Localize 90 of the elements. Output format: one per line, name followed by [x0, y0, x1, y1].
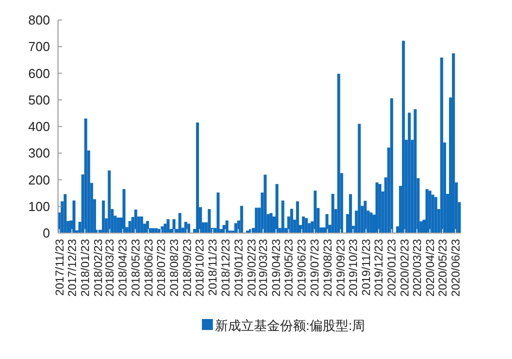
bar [196, 122, 199, 233]
x-tick-label: 2018/09/23 [182, 239, 194, 297]
y-tick-label: 100 [28, 198, 50, 214]
bar [172, 219, 176, 233]
x-tick-label: 2019/03/23 [258, 239, 270, 297]
bar [254, 208, 258, 233]
x-tick-label: 2020/04/23 [424, 239, 437, 297]
x-tick-label: 2018/12/23 [220, 239, 232, 297]
bar [408, 112, 411, 233]
x-tick-label: 2018/06/23 [143, 239, 156, 297]
x-tick-label: 2019/12/23 [374, 239, 386, 297]
x-tick-label: 2020/03/23 [412, 239, 424, 297]
bar [390, 98, 394, 233]
bar [364, 200, 367, 233]
bar [72, 200, 76, 233]
x-tick-label: 2017/11/23 [54, 239, 66, 296]
y-tick-label: 200 [28, 172, 50, 188]
x-tick-label: 2018/07/23 [156, 239, 168, 297]
y-tick-label: 400 [28, 119, 50, 134]
bar [275, 184, 278, 233]
bar [146, 221, 149, 233]
bar [128, 221, 132, 233]
bar [302, 216, 305, 233]
bar [349, 194, 352, 233]
bar [358, 124, 361, 233]
x-tick-label: 2020/06/23 [450, 239, 463, 297]
x-tick-label: 2019/10/23 [348, 239, 360, 297]
bar [240, 206, 244, 233]
y-tick-label: 600 [28, 66, 50, 81]
bar [331, 194, 334, 233]
bar [402, 40, 405, 233]
x-tick-label: 2018/11/23 [208, 239, 220, 296]
y-tick-label: 0 [42, 226, 50, 240]
bar [325, 214, 328, 233]
bar [296, 201, 299, 233]
bar [116, 218, 120, 233]
bar [122, 189, 126, 233]
bar [428, 190, 432, 233]
x-tick-label: 2018/10/23 [194, 239, 207, 297]
x-tick-label: 2019/05/23 [284, 239, 296, 297]
legend: 新成立基金份额:偏股型:周 [202, 318, 366, 333]
bar [140, 216, 144, 233]
bar [64, 194, 67, 233]
x-tick-label: 2018/03/23 [104, 239, 117, 297]
bar [290, 208, 294, 233]
bar [152, 228, 155, 233]
bar [154, 228, 158, 233]
x-tick-label: 2018/05/23 [130, 239, 142, 297]
bar [208, 209, 211, 233]
bar [314, 190, 317, 233]
bar [102, 200, 105, 233]
bar [264, 174, 267, 233]
y-tick-label: 800 [28, 12, 50, 28]
x-tick-label: 2019/08/23 [322, 239, 334, 297]
x-tick-label: 2018/04/23 [118, 239, 130, 297]
bar [434, 197, 438, 233]
bar [414, 109, 417, 233]
bar [425, 189, 428, 233]
bar [270, 213, 273, 233]
x-tick-label: 2019/06/23 [296, 239, 309, 297]
bar [187, 224, 190, 233]
x-tick-label: 2020/02/23 [400, 239, 412, 297]
bar [166, 219, 170, 233]
bar [440, 58, 444, 233]
x-tick-label: 2019/09/23 [335, 239, 348, 297]
bar [378, 184, 382, 233]
bar [216, 192, 220, 233]
x-tick-label: 2019/04/23 [271, 239, 284, 297]
bar [281, 200, 284, 233]
bar [225, 220, 228, 233]
bar [304, 218, 308, 233]
x-tick-label: 2019/01/23 [233, 239, 246, 297]
x-tick-label: 2020/05/23 [438, 239, 450, 297]
bar [337, 74, 340, 233]
x-tick-label: 2018/01/23 [80, 239, 92, 297]
bar [452, 53, 455, 233]
x-tick-label: 2019/07/23 [309, 239, 322, 297]
x-tick-label: 2019/02/23 [246, 239, 258, 297]
bar [375, 182, 378, 233]
y-tick-label: 300 [28, 146, 50, 161]
x-tick-label: 2020/01/23 [386, 239, 399, 297]
x-tick-label: 2018/08/23 [168, 239, 181, 297]
y-tick-label: 500 [28, 92, 50, 108]
x-tick-label: 2018/02/23 [92, 239, 105, 297]
bar [370, 212, 373, 233]
bar [178, 213, 182, 233]
y-tick-label: 700 [28, 39, 50, 54]
x-tick-label: 2019/11/23 [361, 239, 374, 296]
bar [431, 194, 434, 233]
x-tick-label: 2017/12/23 [66, 239, 79, 297]
